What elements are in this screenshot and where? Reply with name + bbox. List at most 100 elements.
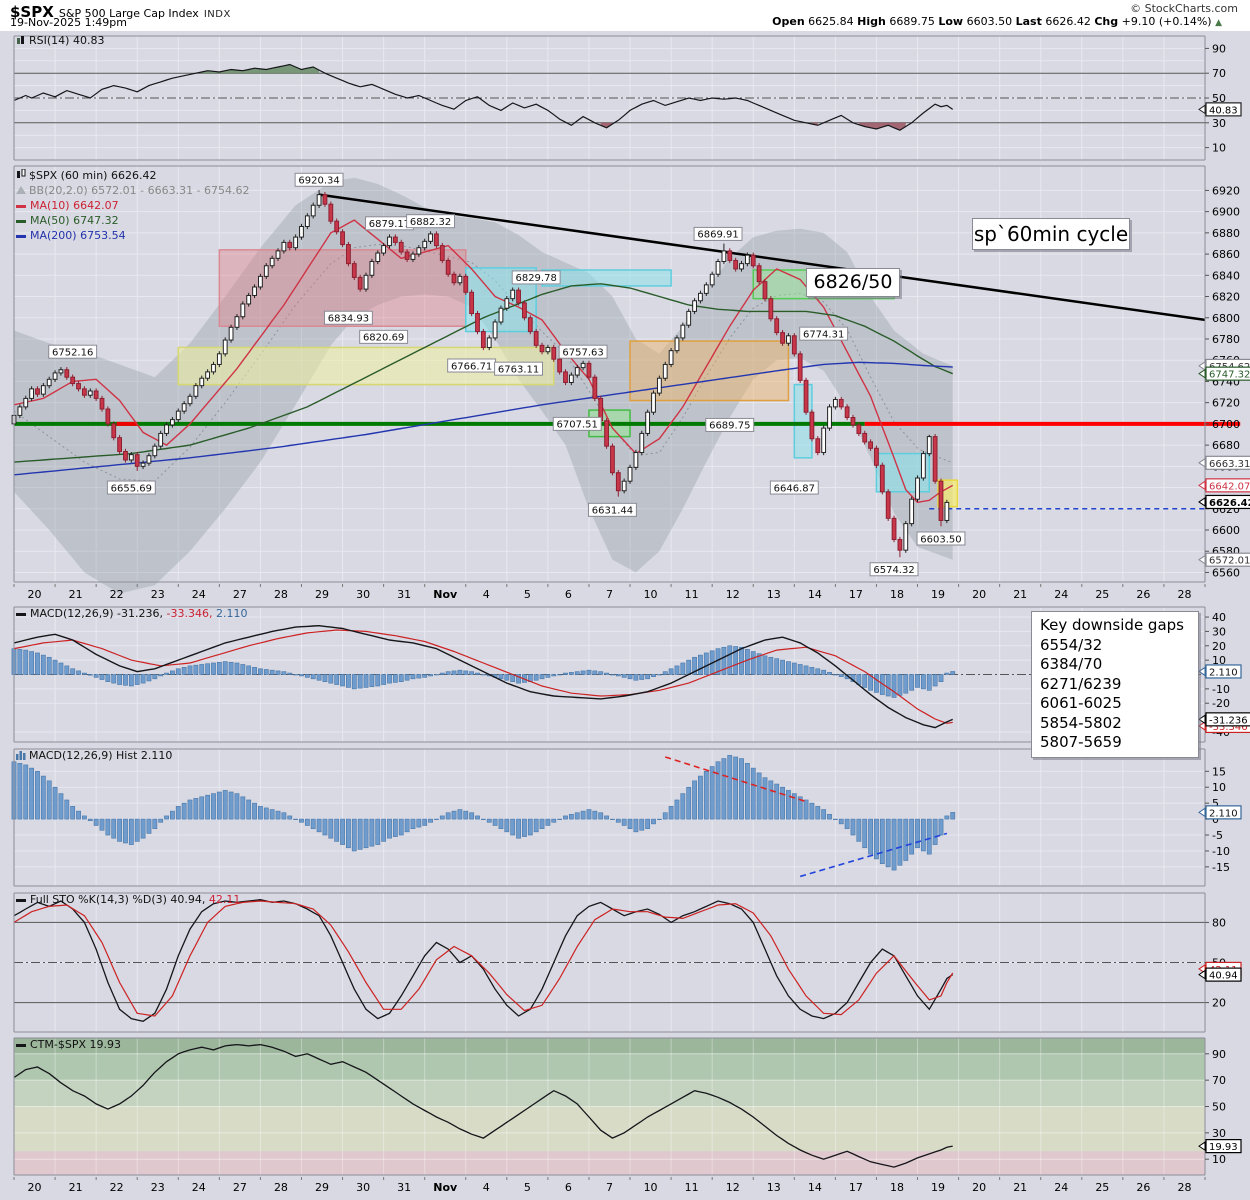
price-annotation: 6834.93 bbox=[323, 310, 373, 325]
hist-bar bbox=[287, 815, 293, 820]
candle-body bbox=[170, 419, 175, 426]
candle-body bbox=[228, 326, 234, 341]
hist-bar bbox=[475, 672, 480, 675]
x-axis-date-label: 27 bbox=[233, 588, 247, 601]
hist-bar bbox=[170, 670, 175, 675]
x-axis-date-label: 20 bbox=[972, 588, 986, 601]
hist-bar bbox=[868, 674, 873, 691]
axis-tag: 6642.07 bbox=[1198, 478, 1250, 493]
candle-body bbox=[539, 344, 545, 353]
candle-body bbox=[551, 346, 557, 360]
candle-body bbox=[181, 403, 187, 412]
axis-tag-value: 6626.42 bbox=[1209, 498, 1250, 509]
hist-bar bbox=[269, 809, 275, 820]
background-band bbox=[14, 1053, 1205, 1081]
candle-body bbox=[222, 339, 228, 355]
hist-bar bbox=[205, 663, 211, 675]
hist-bar bbox=[480, 674, 486, 676]
candle-body bbox=[105, 408, 111, 425]
candle-body bbox=[381, 245, 387, 254]
hist-bar bbox=[52, 659, 58, 675]
price-annotation-value: 6689.75 bbox=[709, 421, 750, 432]
axis-tag-pointer bbox=[1198, 720, 1206, 731]
hist-bar bbox=[387, 818, 392, 839]
price-annotation: 6774.31 bbox=[799, 326, 849, 341]
candle-body bbox=[656, 377, 662, 394]
hist-bar bbox=[146, 674, 152, 682]
x-axis-date-label: 21 bbox=[1013, 588, 1027, 601]
hist-bar bbox=[668, 806, 674, 820]
hist-bar bbox=[123, 818, 128, 844]
x-axis-date-label: 7 bbox=[606, 588, 613, 601]
hist-bar bbox=[211, 793, 216, 820]
hist-bar bbox=[604, 815, 609, 820]
hist-bar bbox=[87, 818, 93, 821]
x-axis-date-label: 18 bbox=[890, 588, 904, 601]
x-axis-date-label: 23 bbox=[151, 588, 165, 601]
price-annotation: 6689.75 bbox=[705, 417, 755, 432]
hist-bar bbox=[445, 671, 451, 675]
price-annotation: 6920.34 bbox=[294, 172, 344, 187]
candle-body bbox=[768, 298, 774, 320]
hist-bar bbox=[838, 674, 844, 677]
hist-bar bbox=[633, 674, 639, 681]
candle-body bbox=[216, 353, 222, 365]
hist-bar bbox=[281, 671, 287, 675]
axis-tick-label: 70 bbox=[1212, 67, 1226, 80]
candlestick-series bbox=[11, 190, 950, 558]
candle-body bbox=[404, 251, 410, 260]
hist-bar bbox=[645, 818, 651, 829]
hist-bar bbox=[82, 672, 87, 675]
copyright: © StockCharts.com bbox=[1130, 2, 1238, 15]
ma10-line bbox=[13, 219, 954, 504]
axis-tag-box bbox=[1205, 478, 1250, 493]
hist-bar bbox=[40, 775, 46, 820]
price-annotation-value: 6752.16 bbox=[52, 348, 93, 359]
hist-bar bbox=[357, 674, 363, 689]
hist-bar bbox=[281, 812, 287, 820]
candle-body bbox=[780, 332, 785, 344]
hist-bar bbox=[193, 664, 199, 675]
hist-bar bbox=[662, 812, 668, 820]
hist-bar bbox=[146, 818, 152, 834]
hist-bar bbox=[434, 674, 439, 676]
axis-tag-value: 6663.31 bbox=[1209, 459, 1250, 470]
candle-body bbox=[340, 231, 345, 246]
hist-bar bbox=[334, 674, 340, 685]
change-up-icon: ▲ bbox=[1215, 18, 1222, 28]
candle-body bbox=[721, 250, 727, 263]
macd-signal-line bbox=[13, 629, 953, 724]
trend-line bbox=[318, 193, 1206, 322]
axis-tag: 2.110 bbox=[1198, 805, 1242, 820]
candle-body bbox=[674, 337, 680, 352]
hist-bar bbox=[557, 818, 563, 820]
price-annotation: 6829.78 bbox=[511, 270, 561, 285]
hist-bar bbox=[768, 656, 774, 675]
hist-bar bbox=[774, 783, 780, 820]
hist-bar bbox=[99, 818, 105, 831]
axis-tick-label: 6780 bbox=[1212, 333, 1240, 346]
price-annotation-value: 6829.78 bbox=[515, 273, 556, 284]
hist-bar bbox=[304, 818, 310, 826]
overbought-fill bbox=[201, 64, 320, 74]
candle-body bbox=[832, 398, 838, 408]
hist-bar bbox=[375, 818, 381, 845]
hist-bar bbox=[545, 818, 551, 826]
axis-tag-value: -33.346 bbox=[1209, 722, 1248, 733]
hist-bar bbox=[457, 669, 463, 675]
hist-bar bbox=[258, 668, 263, 675]
axis-tag-box bbox=[1205, 494, 1250, 510]
hist-bar bbox=[246, 665, 252, 675]
x-axis-date-label: 17 bbox=[849, 588, 863, 601]
hist-bar bbox=[123, 674, 128, 686]
price-annotation-value: 6763.11 bbox=[498, 364, 539, 375]
hist-bar bbox=[175, 668, 181, 675]
hist-bar bbox=[874, 674, 879, 693]
candle-body bbox=[369, 261, 375, 276]
hist-bar bbox=[410, 674, 416, 680]
hist-bar bbox=[756, 772, 762, 820]
hist-bar bbox=[392, 818, 398, 837]
price-annotation-box bbox=[406, 214, 456, 229]
x-axis-date-label: 28 bbox=[274, 588, 288, 601]
